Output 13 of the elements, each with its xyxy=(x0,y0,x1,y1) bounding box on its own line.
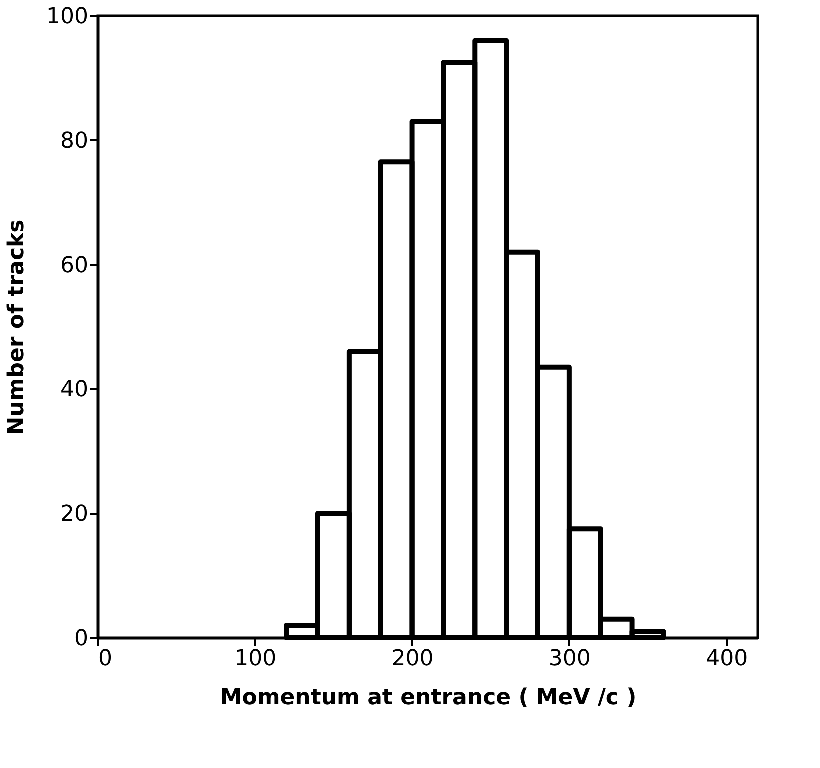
x-tick-label: 200 xyxy=(392,646,434,672)
y-axis-title: Number of tracks xyxy=(4,220,30,436)
x-tick-label: 400 xyxy=(706,646,748,672)
y-tick-label: 20 xyxy=(60,502,88,528)
y-tick-label: 0 xyxy=(74,626,88,652)
x-tick-label: 100 xyxy=(234,646,277,672)
y-tick-label: 40 xyxy=(60,378,88,403)
y-tick-label: 80 xyxy=(60,128,88,154)
y-tick-label: 60 xyxy=(60,253,88,278)
y-tick-label: 100 xyxy=(46,4,88,30)
x-axis-title: Momentum at entrance ( MeV /c ) xyxy=(220,686,637,710)
x-tick-label: 300 xyxy=(548,646,591,672)
x-tick-label: 0 xyxy=(98,646,112,672)
